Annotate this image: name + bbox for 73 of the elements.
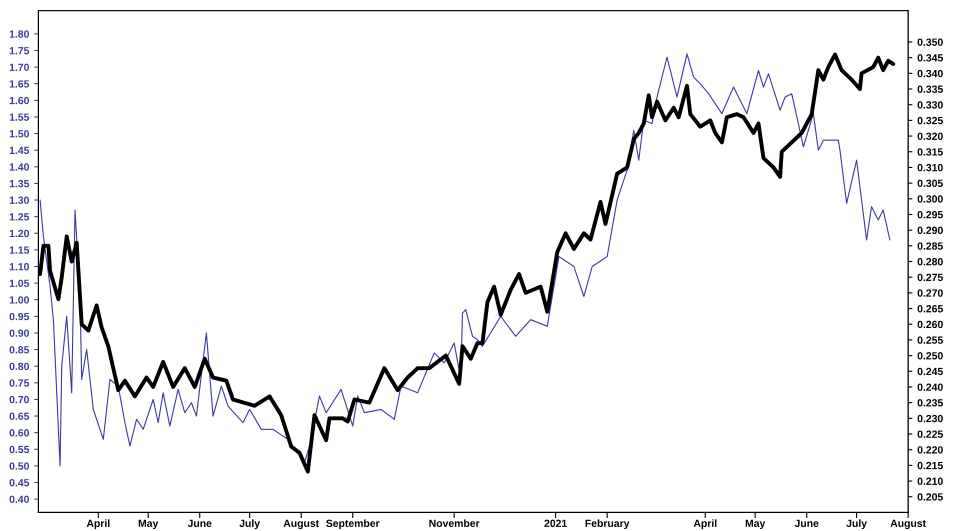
y2-tick-label: 0.290: [918, 226, 943, 234]
y-tick-label: 0.95: [10, 312, 30, 320]
y2-tick-label: 0.310: [918, 164, 943, 172]
x-tick-label: November: [429, 519, 480, 528]
y2-tick-label: 0.240: [918, 383, 943, 391]
y2-tick-label: 0.280: [918, 258, 943, 266]
y2-tick-label: 0.205: [918, 493, 943, 501]
y-tick-label: 1.25: [10, 213, 30, 221]
x-tick-label: September: [326, 519, 380, 530]
x-tick-label: July: [239, 519, 260, 530]
y-tick-label: 1.40: [10, 163, 29, 171]
y-tick-label: 0.65: [10, 412, 30, 420]
y2-tick-label: 0.225: [918, 430, 943, 438]
y2-tick-label: 0.300: [918, 195, 943, 203]
y2-tick-label: 0.275: [918, 274, 943, 282]
y-tick-label: 1.20: [10, 230, 29, 238]
y2-tick-label: 0.215: [918, 462, 943, 470]
y2-tick-label: 0.330: [918, 101, 943, 109]
y2-tick-label: 0.210: [918, 478, 943, 485]
y-tick-label: 1.65: [10, 80, 30, 88]
y2-tick-label: 0.270: [918, 289, 943, 297]
y-tick-label: 0.80: [10, 362, 29, 370]
x-tick-label: August: [890, 520, 926, 530]
y2-tick-label: 0.230: [918, 414, 943, 422]
x-tick-label: June: [794, 520, 819, 528]
y-tick-label: 1.55: [10, 114, 30, 121]
y-tick-label: 1.60: [10, 96, 29, 104]
y2-tick-label: 0.255: [918, 336, 943, 344]
x-tick-label: July: [846, 519, 867, 530]
y2-tick-label: 0.235: [918, 399, 943, 407]
y-tick-label: 0.85: [10, 346, 30, 354]
y2-tick-label: 0.325: [918, 116, 943, 124]
y-tick-label: 0.60: [10, 429, 29, 437]
y-tick-label: 0.50: [10, 462, 29, 470]
x-tick-label: June: [188, 520, 212, 528]
x-tick-label: May: [746, 520, 766, 530]
x-tick-label: April: [86, 519, 110, 530]
y-tick-label: 1.70: [10, 64, 29, 71]
y2-tick-label: 0.245: [918, 368, 943, 376]
x-tick-label: August: [284, 520, 319, 530]
y-tick-label: 1.15: [10, 246, 30, 254]
y-tick-label: 1.05: [10, 280, 30, 287]
y2-tick-label: 0.305: [918, 180, 943, 188]
y2-tick-label: 0.315: [918, 148, 943, 156]
y2-tick-label: 0.285: [918, 242, 943, 250]
y-tick-label: 1.75: [10, 47, 30, 54]
y2-tick-label: 0.250: [918, 352, 943, 360]
y-tick-label: 0.55: [10, 446, 30, 454]
y-tick-label: 1.30: [10, 196, 29, 204]
y-tick-label: 0.70: [10, 396, 29, 404]
y2-tick-label: 0.335: [918, 86, 943, 93]
y-tick-label: 0.45: [10, 479, 30, 486]
y-tick-label: 1.45: [10, 146, 30, 154]
y2-tick-label: 0.320: [918, 132, 943, 140]
y-tick-label: 1.10: [10, 263, 29, 270]
y2-tick-label: 0.260: [918, 320, 943, 328]
x-tick-label: April: [694, 519, 716, 530]
y-tick-label: 0.90: [10, 329, 29, 337]
y2-tick-label: 0.350: [918, 38, 943, 46]
y-tick-label: 1.00: [10, 296, 29, 304]
y-tick-label: 0.75: [10, 379, 30, 387]
y2-tick-label: 0.345: [918, 54, 943, 62]
y-tick-label: 0.40: [10, 496, 29, 503]
y-tick-label: 1.35: [10, 180, 30, 188]
y2-tick-label: 0.295: [918, 210, 943, 218]
y2-tick-label: 0.340: [918, 70, 943, 78]
y-tick-label: 1.50: [10, 130, 29, 138]
y2-tick-label: 0.220: [918, 446, 943, 454]
x-tick-label: February: [586, 519, 630, 530]
x-tick-label: May: [138, 520, 158, 530]
y-tick-label: 1.80: [10, 30, 29, 38]
y2-tick-label: 0.265: [918, 305, 943, 312]
x-tick-label: 2021: [544, 520, 567, 528]
